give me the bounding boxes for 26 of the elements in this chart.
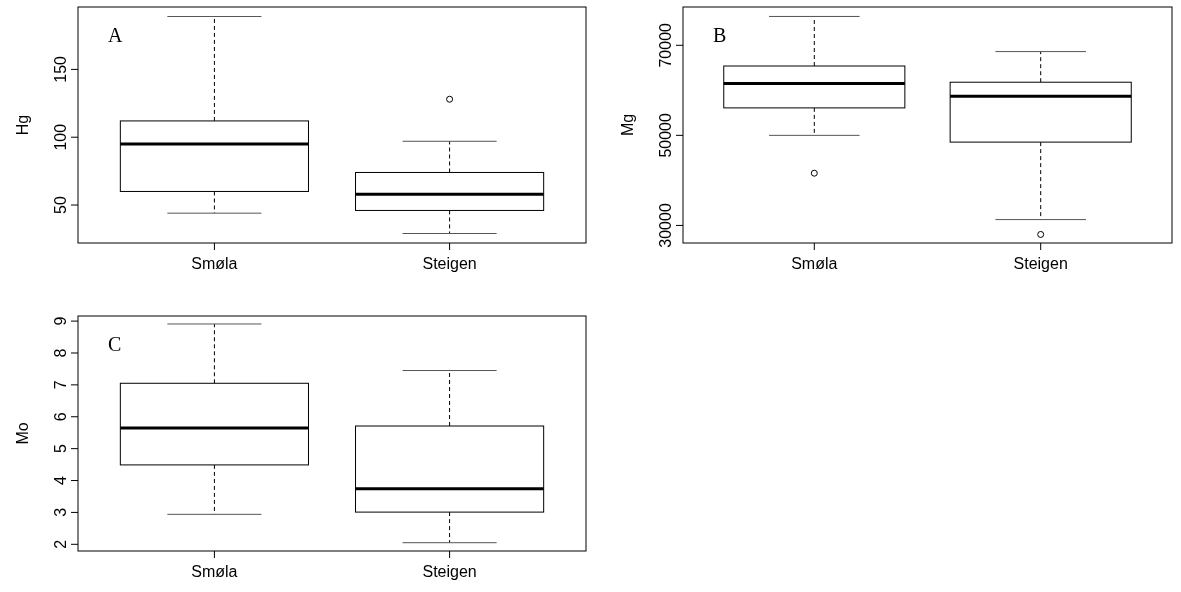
y-tick-label: 2: [52, 539, 69, 549]
x-tick-label: Smøla: [191, 255, 238, 272]
y-tick-label: 5: [52, 444, 69, 454]
y-axis-title: Mg: [619, 113, 636, 137]
y-tick-label: 9: [52, 316, 69, 326]
y-tick-label: 100: [52, 123, 69, 151]
y-tick-label: 3: [52, 507, 69, 517]
y-axis-title: Hg: [14, 114, 31, 136]
x-tick-label: Smøla: [791, 255, 838, 272]
y-tick-label: 7: [52, 380, 69, 390]
x-tick-label: Steigen: [422, 255, 477, 272]
x-tick-label: Steigen: [1013, 255, 1068, 272]
y-tick-label: 50000: [657, 113, 674, 158]
x-tick-label: Smøla: [191, 563, 238, 580]
annotation: A: [108, 24, 123, 46]
y-tick-label: 6: [52, 412, 69, 422]
annotation: C: [108, 333, 122, 355]
y-tick-label: 50: [52, 196, 69, 214]
y-tick-label: 150: [52, 55, 69, 83]
y-tick-label: 4: [52, 475, 69, 485]
y-tick-label: 70000: [657, 22, 674, 68]
y-tick-label: 30000: [657, 203, 674, 248]
x-tick-label: Steigen: [422, 563, 477, 580]
y-tick-label: 8: [52, 348, 69, 358]
y-axis-title: Mo: [14, 422, 31, 445]
annotation: B: [713, 24, 727, 46]
